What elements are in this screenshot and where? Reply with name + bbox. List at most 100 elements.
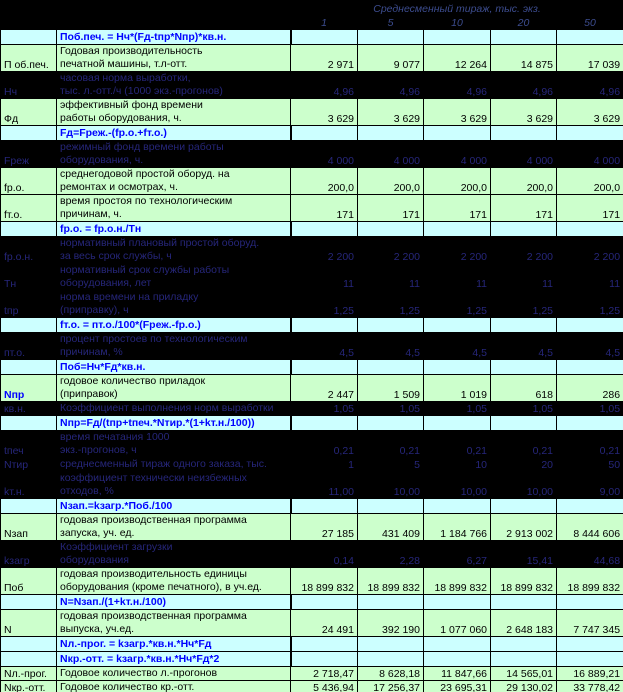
value-cell[interactable]: 1,25: [357, 290, 424, 318]
value-cell[interactable]: 0,21: [555, 430, 623, 458]
value-cell[interactable]: 1,05: [290, 401, 358, 416]
value-cell[interactable]: 1,25: [490, 290, 557, 318]
value-cell[interactable]: 44,68: [555, 540, 623, 568]
value-cell[interactable]: 11 847,66: [423, 666, 491, 681]
value-cell[interactable]: 171: [290, 194, 358, 222]
row-label-cell[interactable]: Нч: [0, 71, 57, 99]
row-desc-cell[interactable]: годовая производительность единицы обору…: [56, 567, 291, 595]
value-cell[interactable]: 2 648 183: [490, 609, 557, 637]
formula-cell[interactable]: Nкр.-отт. = kзагр.*кв.н.*Нч*Fд*2: [56, 651, 292, 667]
value-cell[interactable]: 4,96: [555, 71, 623, 99]
value-cell[interactable]: 15,41: [490, 540, 557, 568]
row-label-cell[interactable]: кв.н.: [0, 401, 57, 416]
value-cell[interactable]: 4,96: [357, 71, 424, 99]
value-cell[interactable]: [357, 29, 424, 45]
value-cell[interactable]: 11,00: [290, 471, 358, 499]
row-label-cell[interactable]: [0, 594, 57, 610]
row-label-cell[interactable]: fр.о.: [0, 167, 57, 195]
value-cell[interactable]: 431 409: [357, 513, 424, 541]
formula-cell[interactable]: N=Nзап./(1+kт.н./100): [56, 594, 292, 610]
value-cell[interactable]: 9,00: [555, 471, 623, 499]
value-cell[interactable]: 1 019: [423, 374, 491, 402]
row-label-cell[interactable]: [0, 317, 57, 333]
row-label-cell[interactable]: fр.о.н.: [0, 236, 57, 264]
row-label-cell[interactable]: kт.н.: [0, 471, 57, 499]
formula-cell[interactable]: Поб=Нч*Fд*кв.н.: [56, 359, 292, 375]
row-desc-cell[interactable]: процент простоев по технологическим прич…: [56, 332, 291, 360]
value-cell[interactable]: [290, 651, 358, 667]
value-cell[interactable]: 33 778,42: [555, 680, 623, 692]
row-desc-cell[interactable]: нормативный срок службы работы оборудова…: [56, 263, 291, 291]
value-cell[interactable]: 0,21: [357, 430, 424, 458]
formula-cell[interactable]: Fд=Fреж.-(fр.о.+fт.о.): [56, 125, 292, 141]
value-cell[interactable]: 4,5: [555, 332, 623, 360]
value-cell[interactable]: 18 899 832: [357, 567, 424, 595]
value-cell[interactable]: 11: [290, 263, 358, 291]
row-label-cell[interactable]: [0, 636, 57, 652]
value-cell[interactable]: [357, 594, 424, 610]
value-cell[interactable]: [290, 221, 358, 237]
value-cell[interactable]: 23 695,31: [423, 680, 491, 692]
row-label-cell[interactable]: пт.о.: [0, 332, 57, 360]
value-cell[interactable]: 0,21: [423, 430, 491, 458]
row-label-cell[interactable]: [0, 359, 57, 375]
row-label-cell[interactable]: Nпр: [0, 374, 57, 402]
value-cell[interactable]: 29 130,02: [490, 680, 557, 692]
row-desc-cell[interactable]: Годовое количество кр.-отт.: [56, 680, 291, 692]
value-cell[interactable]: 3 629: [290, 98, 358, 126]
value-cell[interactable]: [490, 29, 557, 45]
value-cell[interactable]: 5: [357, 457, 424, 472]
row-desc-cell[interactable]: норма времени на приладку (приправку), ч: [56, 290, 291, 318]
value-cell[interactable]: [423, 125, 491, 141]
row-desc-cell[interactable]: среднегодовой простой оборуд. на ремонта…: [56, 167, 291, 195]
value-cell[interactable]: 17 256,37: [357, 680, 424, 692]
value-cell[interactable]: [290, 317, 358, 333]
value-cell[interactable]: 200,0: [290, 167, 358, 195]
value-cell[interactable]: [357, 498, 424, 514]
value-cell[interactable]: 4 000: [423, 140, 491, 168]
value-cell[interactable]: 7 747 345: [555, 609, 623, 637]
value-cell[interactable]: 10: [423, 457, 491, 472]
value-cell[interactable]: [423, 498, 491, 514]
value-cell[interactable]: [555, 125, 623, 141]
value-cell[interactable]: [290, 498, 358, 514]
value-cell[interactable]: 4,96: [490, 71, 557, 99]
row-label-cell[interactable]: Nкр.-отт.: [0, 680, 57, 692]
value-cell[interactable]: [423, 415, 491, 431]
value-cell[interactable]: 8 628,18: [357, 666, 424, 681]
value-cell[interactable]: 27 185: [290, 513, 358, 541]
row-label-cell[interactable]: [0, 498, 57, 514]
row-desc-cell[interactable]: Коэффициент выполнения норм выработки: [56, 401, 291, 416]
row-label-cell[interactable]: [0, 29, 57, 45]
row-label-cell[interactable]: Nл.-прог.: [0, 666, 57, 681]
row-desc-cell[interactable]: нормативный плановый простой оборуд. за …: [56, 236, 291, 264]
value-cell[interactable]: 4,5: [357, 332, 424, 360]
value-cell[interactable]: 4 000: [555, 140, 623, 168]
value-cell[interactable]: 18 899 832: [290, 567, 358, 595]
value-cell[interactable]: 1,05: [423, 401, 491, 416]
value-cell[interactable]: [490, 317, 557, 333]
row-label-cell[interactable]: tпеч: [0, 430, 57, 458]
value-cell[interactable]: 24 491: [290, 609, 358, 637]
value-cell[interactable]: [490, 415, 557, 431]
value-cell[interactable]: 3 629: [423, 98, 491, 126]
value-cell[interactable]: 10,00: [423, 471, 491, 499]
value-cell[interactable]: [290, 29, 358, 45]
value-cell[interactable]: 3 629: [490, 98, 557, 126]
value-cell[interactable]: 4,5: [423, 332, 491, 360]
value-cell[interactable]: [490, 125, 557, 141]
value-cell[interactable]: 8 444 606: [555, 513, 623, 541]
value-cell[interactable]: 1: [290, 457, 358, 472]
value-cell[interactable]: 9 077: [357, 44, 424, 72]
value-cell[interactable]: 1,25: [290, 290, 358, 318]
value-cell[interactable]: 14 875: [490, 44, 557, 72]
value-cell[interactable]: 2 200: [555, 236, 623, 264]
value-cell[interactable]: [357, 221, 424, 237]
value-cell[interactable]: [423, 221, 491, 237]
value-cell[interactable]: [423, 651, 491, 667]
value-cell[interactable]: 4,5: [290, 332, 358, 360]
value-cell[interactable]: 200,0: [490, 167, 557, 195]
row-desc-cell[interactable]: годовое количество приладок (приправок): [56, 374, 291, 402]
value-cell[interactable]: 1,05: [357, 401, 424, 416]
value-cell[interactable]: 200,0: [555, 167, 623, 195]
